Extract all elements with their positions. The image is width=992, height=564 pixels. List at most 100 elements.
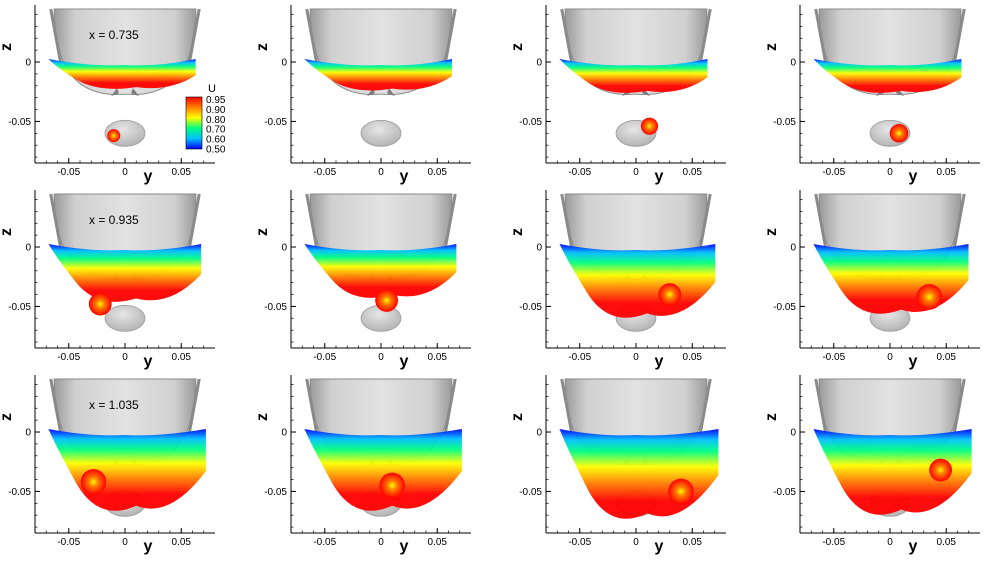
- x-tick-label: 0.05: [683, 537, 703, 548]
- hull-edge-left: [49, 8, 63, 65]
- x-tick-label: -0.05: [313, 537, 336, 548]
- x-tick-label: 0: [887, 537, 893, 548]
- y-tick-label: 0: [281, 428, 287, 439]
- x-axis-label: y: [909, 353, 918, 370]
- vortex-core: [929, 458, 953, 482]
- wake-contour: [304, 429, 462, 511]
- y-axis-label: z: [763, 228, 780, 236]
- y-axis-label: z: [509, 413, 526, 421]
- panel-r2c1: -0.05 0 0.05 0 -0.05 y z x = 0.935: [0, 190, 215, 370]
- vortex-core: [640, 117, 659, 135]
- station-label: x = 0.935: [89, 213, 139, 227]
- x-tick-label: 0.05: [937, 352, 957, 363]
- colorbar-legend: U0.950.900.800.700.600.50: [185, 83, 226, 155]
- vortex-core: [375, 289, 399, 312]
- x-tick-label: -0.05: [822, 167, 845, 178]
- x-axis-label: y: [655, 168, 664, 185]
- y-tick-label: -0.05: [519, 117, 542, 128]
- hull-edge-right: [187, 8, 201, 65]
- hull-edge-right: [952, 378, 966, 435]
- x-tick-label: -0.05: [57, 537, 80, 548]
- x-tick-label: 0.05: [937, 167, 957, 178]
- colorbar-tick-label: 0.60: [206, 135, 226, 146]
- x-tick-label: -0.05: [57, 352, 80, 363]
- hull-edge-right: [952, 193, 966, 250]
- panel-r2c2: -0.05 0 0.05 0 -0.05 y z: [254, 190, 471, 370]
- hull-edge-right: [698, 8, 712, 65]
- y-axis-label: z: [763, 43, 780, 51]
- hull-edge-left: [814, 193, 828, 250]
- x-tick-label: 0: [633, 167, 639, 178]
- y-tick-label: 0: [790, 58, 796, 69]
- x-tick-label: 0.05: [683, 352, 703, 363]
- x-axis-label: y: [400, 538, 409, 555]
- x-tick-label: 0: [887, 167, 893, 178]
- y-axis-label: z: [0, 43, 15, 51]
- x-axis-label: y: [400, 168, 409, 185]
- panel-r1c2: -0.05 0 0.05 0 -0.05 y z: [254, 5, 471, 185]
- y-tick-label: -0.05: [773, 117, 796, 128]
- hull-edge-left: [49, 193, 63, 250]
- wake-contour: [48, 244, 202, 302]
- x-tick-label: -0.05: [57, 167, 80, 178]
- y-axis-label: z: [509, 43, 526, 51]
- hull-edge-right: [187, 378, 201, 435]
- y-axis-label: z: [509, 228, 526, 236]
- vortex-core: [379, 472, 406, 499]
- hull-edge-right: [443, 8, 457, 65]
- x-axis-label: y: [909, 538, 918, 555]
- y-axis-label: z: [254, 228, 271, 236]
- x-axis-label: y: [144, 538, 153, 555]
- panel-r3c4: -0.05 0 0.05 0 -0.05 y z: [763, 375, 980, 555]
- vortex-core: [88, 292, 112, 316]
- x-tick-label: -0.05: [313, 167, 336, 178]
- x-tick-label: 0.05: [428, 352, 448, 363]
- x-tick-label: -0.05: [822, 352, 845, 363]
- fin-left: [111, 88, 119, 97]
- y-axis-label: z: [0, 228, 15, 236]
- y-tick-label: -0.05: [773, 302, 796, 313]
- y-tick-label: -0.05: [264, 117, 287, 128]
- hull-edge-right: [443, 378, 457, 435]
- x-tick-label: 0: [633, 352, 639, 363]
- x-tick-label: 0: [378, 537, 384, 548]
- hull-edge-left: [49, 378, 63, 435]
- wake-contour: [559, 429, 719, 519]
- hull-edge-left: [305, 193, 319, 250]
- bulb-shape: [360, 119, 402, 147]
- hull-edge-left: [814, 378, 828, 435]
- y-tick-label: 0: [25, 243, 31, 254]
- hull-edge-left: [814, 8, 828, 65]
- y-tick-label: 0: [281, 58, 287, 69]
- colorbar-tick-label: 0.80: [206, 115, 226, 126]
- hull-edge-right: [698, 378, 712, 435]
- y-tick-label: 0: [25, 58, 31, 69]
- hull-edge-right: [698, 193, 712, 250]
- y-tick-label: -0.05: [264, 487, 287, 498]
- x-tick-label: 0.05: [428, 537, 448, 548]
- hull-edge-right: [952, 8, 966, 65]
- y-tick-label: 0: [25, 428, 31, 439]
- x-tick-label: -0.05: [568, 167, 591, 178]
- hull-edge-left: [560, 8, 574, 65]
- x-tick-label: 0: [378, 167, 384, 178]
- y-axis-label: z: [254, 43, 271, 51]
- y-tick-label: 0: [281, 243, 287, 254]
- x-tick-label: -0.05: [822, 537, 845, 548]
- vortex-core: [889, 124, 909, 143]
- station-label: x = 0.735: [89, 28, 139, 42]
- x-tick-label: 0.05: [172, 352, 192, 363]
- x-tick-label: 0: [122, 352, 128, 363]
- x-tick-label: 0: [122, 167, 128, 178]
- y-axis-label: z: [763, 413, 780, 421]
- wake-contour: [48, 429, 206, 511]
- y-tick-label: -0.05: [264, 302, 287, 313]
- vortex-core: [80, 469, 107, 495]
- wake-contour: [559, 59, 708, 93]
- y-tick-label: -0.05: [773, 487, 796, 498]
- colorbar-gradient: [185, 96, 203, 150]
- hull-edge-left: [560, 378, 574, 435]
- x-axis-label: y: [655, 538, 664, 555]
- x-tick-label: 0: [122, 537, 128, 548]
